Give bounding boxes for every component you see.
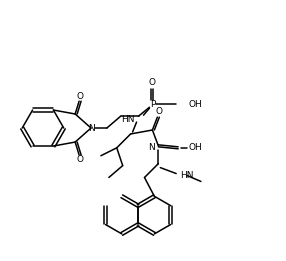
Text: P: P — [150, 100, 155, 109]
Text: N: N — [148, 143, 154, 152]
Text: HN: HN — [180, 171, 194, 180]
Text: HN: HN — [121, 115, 135, 124]
Text: OH: OH — [188, 100, 202, 109]
Text: N: N — [88, 123, 94, 133]
Text: O: O — [149, 78, 156, 87]
Text: OH: OH — [188, 143, 202, 152]
Text: O: O — [156, 107, 163, 116]
Text: O: O — [77, 155, 84, 164]
Text: O: O — [77, 92, 84, 101]
